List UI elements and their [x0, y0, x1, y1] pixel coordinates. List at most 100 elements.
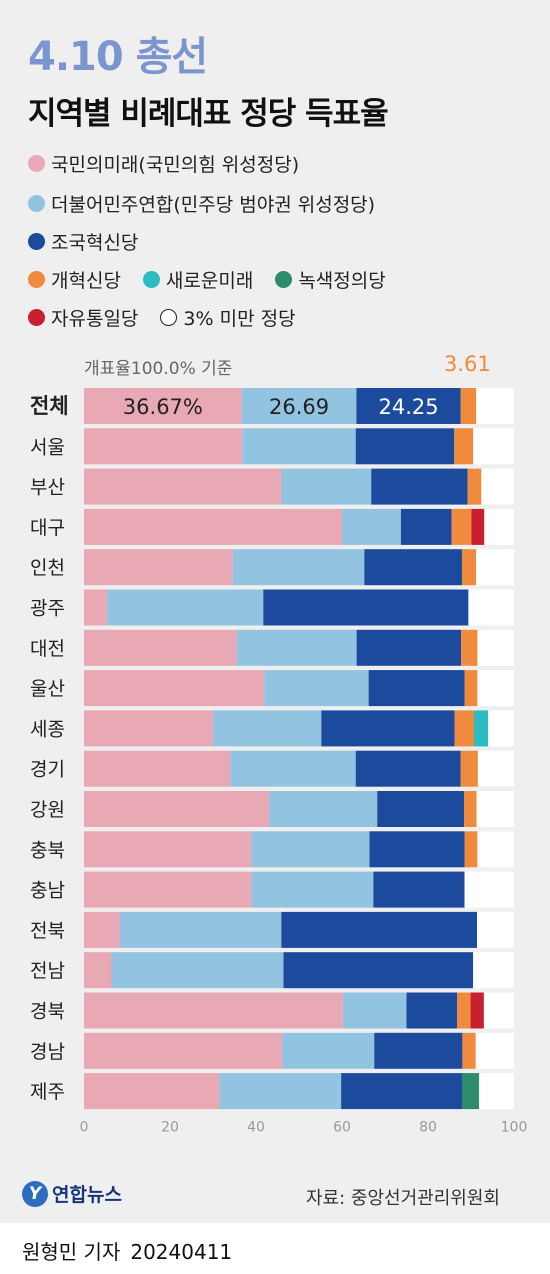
legend-item: 3% 미만 정당: [160, 304, 296, 331]
bar-segment: [355, 750, 461, 787]
category-label: 경남: [30, 1041, 65, 1063]
bar-segment: [483, 992, 514, 1029]
bar-segment: [84, 952, 112, 989]
legend-row-4: 개혁신당 새로운미래 녹색정의당: [28, 264, 408, 294]
bar-segment: [84, 710, 213, 747]
category-label: 세종: [30, 718, 65, 740]
byline: 원형민 기자 20240411: [22, 1236, 232, 1265]
bar-segment: [406, 992, 458, 1029]
bar-segment: [84, 670, 265, 707]
bar-segment: [460, 388, 477, 424]
legend-item: 국민의미래(국민의힘 위성정당): [28, 150, 299, 177]
bar-segment: [264, 670, 369, 707]
bar-segment: [251, 831, 370, 868]
bar-segment: [84, 589, 108, 626]
bar-segment: [356, 629, 462, 666]
bar-segment: [84, 871, 252, 908]
legend-swatch: [28, 232, 45, 250]
legend-label: 조국혁신당: [51, 231, 139, 254]
bar-segment: [470, 992, 484, 1029]
bar-segment: [356, 388, 461, 424]
bar-segment: [464, 831, 478, 868]
bar-segment: [464, 670, 478, 707]
bar-segment: [242, 428, 356, 465]
bar-segment: [468, 589, 514, 626]
legend-swatch: [275, 270, 293, 288]
legend-item: 더불어민주연합(민주당 범야권 위성정당): [28, 190, 375, 217]
legend-swatch: [28, 154, 45, 172]
legend-label: 자유통일당: [51, 307, 139, 330]
page-subtitle: 지역별 비례대표 정당 득표율: [28, 96, 389, 132]
category-label: 전북: [30, 920, 65, 942]
bar-segment: [473, 428, 514, 465]
bar-segment: [457, 992, 471, 1029]
category-label: 경북: [30, 1001, 65, 1023]
category-label: 충북: [30, 839, 65, 861]
infographic-card: 4.10 총선 지역별 비례대표 정당 득표율 국민의미래(국민의힘 위성정당)…: [0, 0, 550, 1223]
category-label: 경기: [30, 759, 65, 781]
bar-segment: [107, 589, 264, 626]
x-tick-label: 20: [161, 1119, 179, 1135]
bar-segment: [477, 911, 514, 948]
bar-segment: [368, 670, 465, 707]
x-tick-label: 100: [501, 1119, 528, 1135]
bar-segment: [461, 1073, 480, 1110]
bar-segment: [451, 508, 472, 545]
bar-segment: [84, 750, 231, 787]
bar-segment: [281, 468, 372, 505]
bar-segment: [355, 428, 455, 465]
legend-row-2: 더불어민주연합(민주당 범야권 위성정당): [28, 188, 397, 218]
category-label: 광주: [30, 598, 65, 620]
source-text: 자료: 중앙선거관리위원회: [306, 1188, 500, 1209]
bar-segment: [84, 1032, 283, 1069]
legend-item: 새로운미래: [142, 266, 253, 293]
bar-segment: [341, 1073, 462, 1110]
bar-segment: [241, 388, 357, 424]
bar-segment: [477, 670, 514, 707]
date: 20240411: [130, 1240, 233, 1264]
x-tick-label: 0: [80, 1119, 89, 1135]
count-basis-note: 개표율100.0% 기준: [84, 359, 233, 379]
bar-segment: [473, 952, 514, 989]
bar-segment: [111, 952, 284, 989]
category-label: 전남: [30, 960, 65, 982]
legend-label: 더불어민주연합(민주당 범야권 위성정당): [51, 193, 376, 216]
category-label: 충남: [30, 880, 65, 902]
bar-segment: [477, 629, 514, 666]
bar-segment: [84, 428, 243, 465]
bar-segment: [460, 750, 478, 787]
bar-segment: [213, 710, 322, 747]
category-label: 대구: [30, 517, 65, 539]
bar-segment: [84, 468, 282, 505]
legend-label: 국민의미래(국민의힘 위성정당): [51, 153, 300, 176]
bar-segment: [467, 468, 482, 505]
legend-item: 조국혁신당: [28, 228, 138, 255]
bar-segment: [476, 791, 514, 827]
data-label: 24.25: [379, 395, 439, 419]
legend-item: 개혁신당: [28, 266, 121, 293]
legend-item: 녹색정의당: [275, 266, 386, 293]
bar-segment: [281, 911, 478, 948]
bar-segment: [263, 589, 469, 626]
legend-swatch: [142, 270, 160, 288]
bar-segment: [464, 791, 477, 827]
bar-segment: [484, 508, 514, 545]
bar-segment: [321, 710, 455, 747]
bar-segment: [488, 710, 514, 747]
bar-segment: [364, 549, 462, 586]
bar-segment: [84, 508, 342, 545]
legend-item: 자유통일당: [28, 304, 138, 331]
legend-swatch: [28, 194, 45, 212]
bar-segment: [283, 952, 474, 989]
bar-segment: [84, 992, 343, 1029]
category-label: 울산: [30, 678, 65, 700]
bar-segment: [219, 1073, 342, 1110]
bar-segment: [269, 791, 378, 827]
logo-text: 연합뉴스: [52, 1184, 122, 1206]
data-label: 36.67%: [123, 395, 203, 419]
bar-segment: [84, 1073, 220, 1110]
bar-segment: [84, 831, 252, 868]
legend-row-1: 국민의미래(국민의힘 위성정당): [28, 148, 321, 178]
bar-segment: [230, 750, 356, 787]
x-tick-label: 60: [333, 1119, 351, 1135]
